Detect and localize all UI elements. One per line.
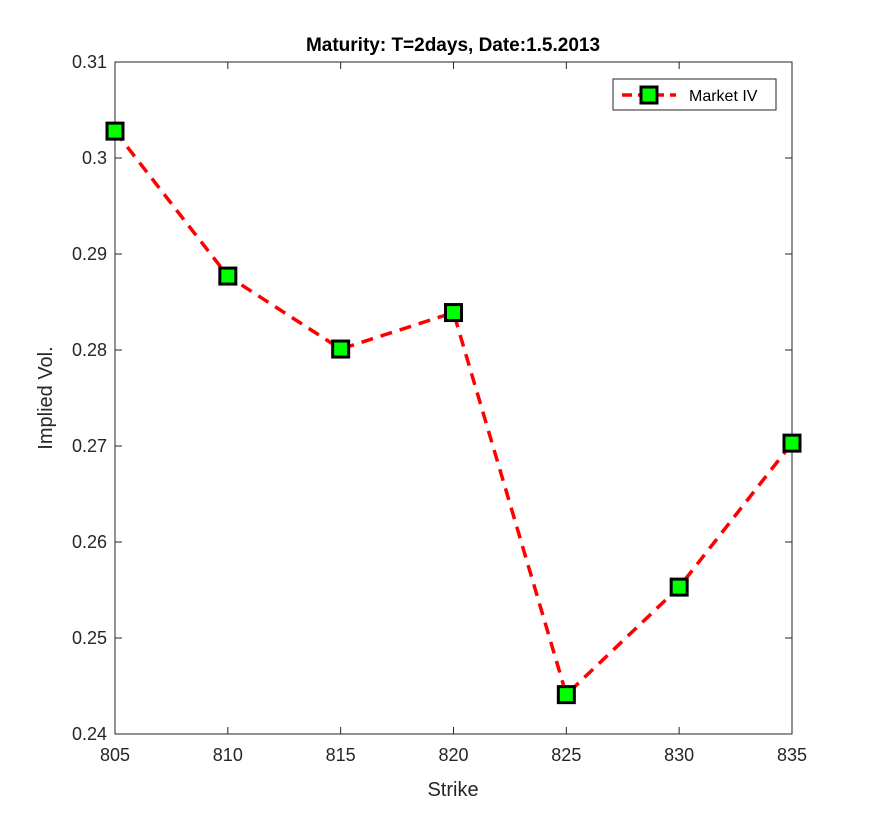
y-tick-label: 0.31	[72, 52, 107, 72]
data-point-marker	[218, 266, 238, 286]
legend-marker-sample	[639, 85, 659, 105]
legend-box	[612, 78, 777, 111]
y-tick-label: 0.3	[82, 148, 107, 168]
data-point-marker	[556, 685, 576, 705]
y-tick-label: 0.27	[72, 436, 107, 456]
y-axis: 0.24 0.25 0.26 0.27 0.28 0.29 0.3 0.31	[72, 52, 792, 744]
legend-label-market-iv: Market IV	[689, 88, 758, 105]
data-point-marker	[331, 339, 351, 359]
chart-title: Maturity: T=2days, Date:1.5.2013	[306, 35, 600, 56]
y-tick-label: 0.25	[72, 628, 107, 648]
x-tick-label: 825	[551, 745, 581, 765]
x-tick-label: 820	[438, 745, 468, 765]
x-tick-label: 830	[664, 745, 694, 765]
y-tick-label: 0.29	[72, 244, 107, 264]
y-tick-label: 0.28	[72, 340, 107, 360]
legend: Market IV	[612, 78, 777, 111]
x-tick-label: 815	[326, 745, 356, 765]
data-point-marker	[105, 121, 125, 141]
x-tick-label: 810	[213, 745, 243, 765]
x-axis: 805 810 815 820 825 830 835	[100, 62, 807, 765]
x-tick-label: 805	[100, 745, 130, 765]
data-point-marker	[669, 577, 689, 597]
y-tick-label: 0.24	[72, 724, 107, 744]
x-tick-label: 835	[777, 745, 807, 765]
data-point-marker	[444, 303, 463, 323]
y-tick-label: 0.26	[72, 532, 107, 552]
y-axis-label: Implied Vol.	[35, 346, 57, 449]
series-market-iv	[105, 121, 802, 705]
plot-area	[114, 61, 793, 735]
data-point-marker	[782, 433, 802, 453]
x-axis-label: Strike	[427, 779, 478, 801]
